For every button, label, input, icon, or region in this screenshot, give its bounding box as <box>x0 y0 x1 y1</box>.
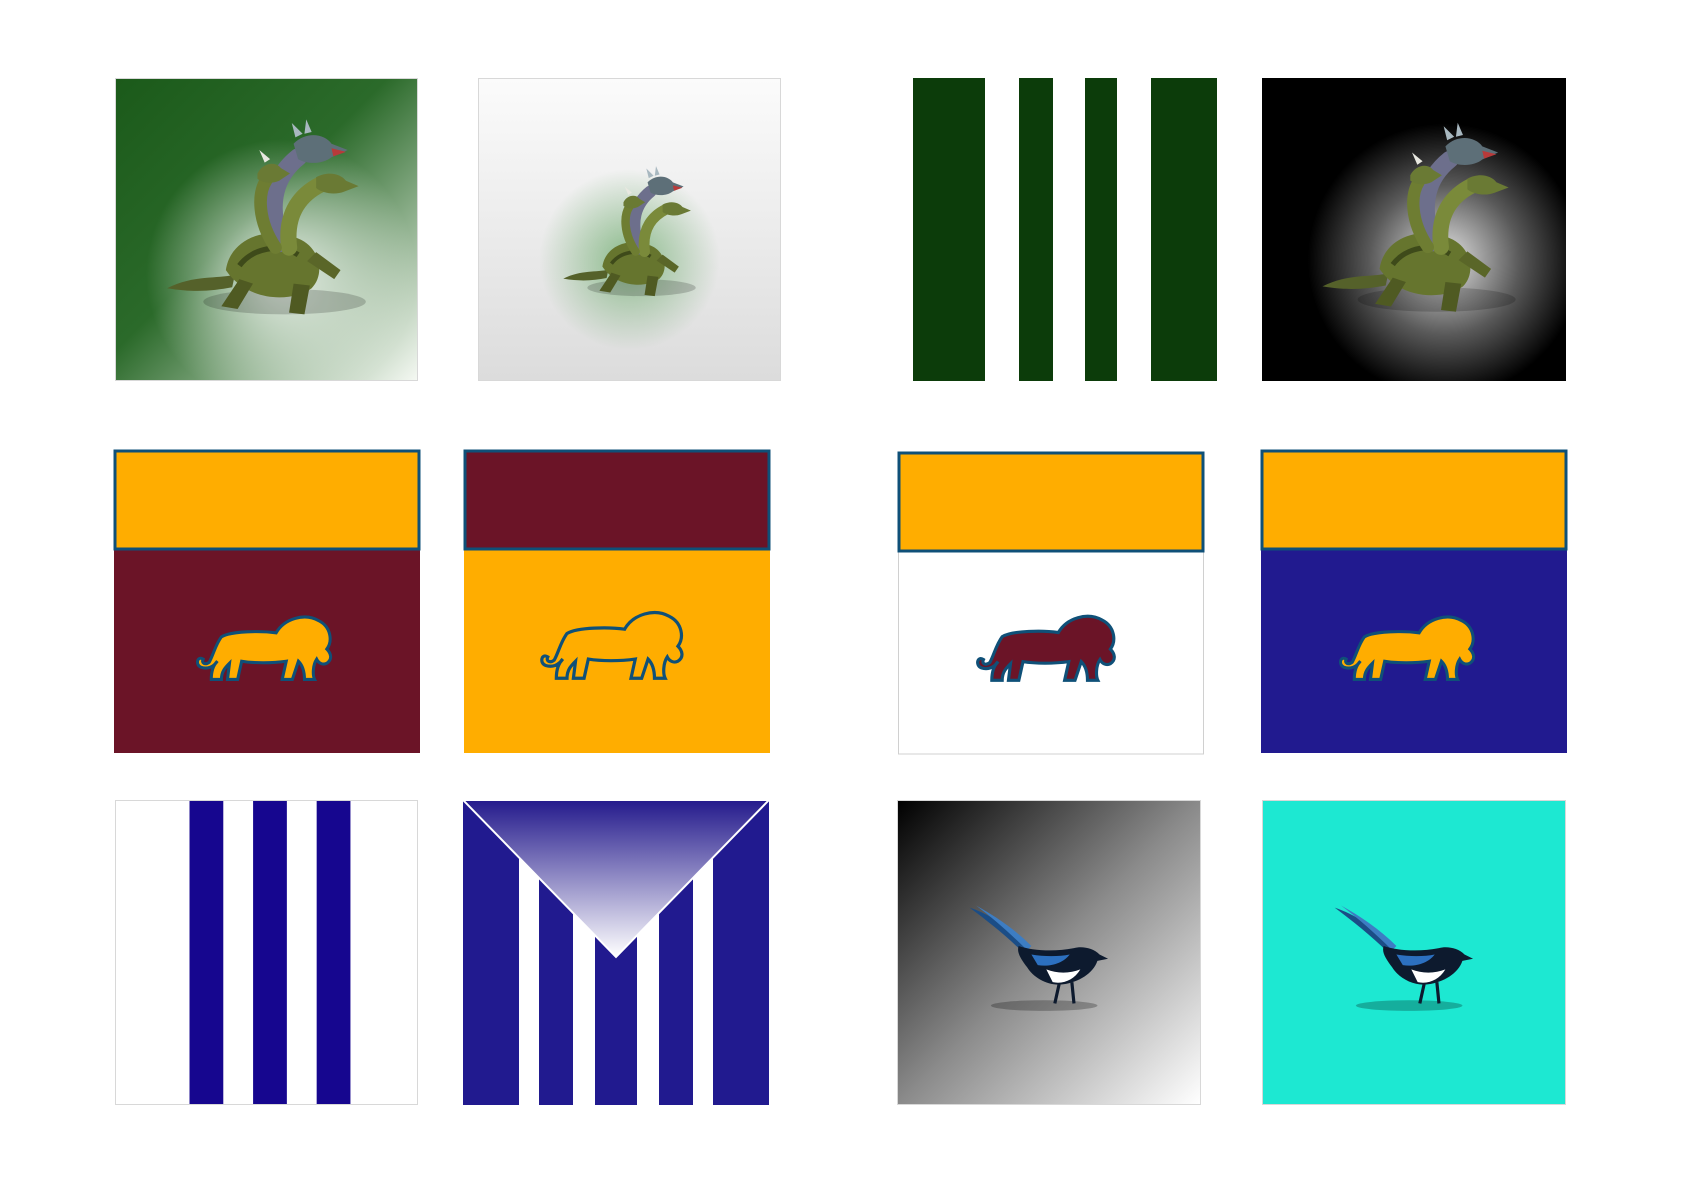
lion-blue-tile <box>1260 449 1568 754</box>
hydra-green-tile <box>115 78 418 381</box>
blue-striped-tile <box>115 800 418 1105</box>
lion-maroon-tile <box>113 449 421 754</box>
lion-gold-tile <box>463 449 771 754</box>
magpie-gray-tile <box>897 800 1201 1105</box>
magpie-turquoise-tile <box>1262 800 1566 1105</box>
hydra-black-tile <box>1262 78 1566 381</box>
green-striped-tile <box>913 78 1217 381</box>
blue-chevron-tile <box>463 800 769 1105</box>
hydra-white-tile <box>478 78 781 381</box>
lion-white-tile <box>897 451 1205 755</box>
